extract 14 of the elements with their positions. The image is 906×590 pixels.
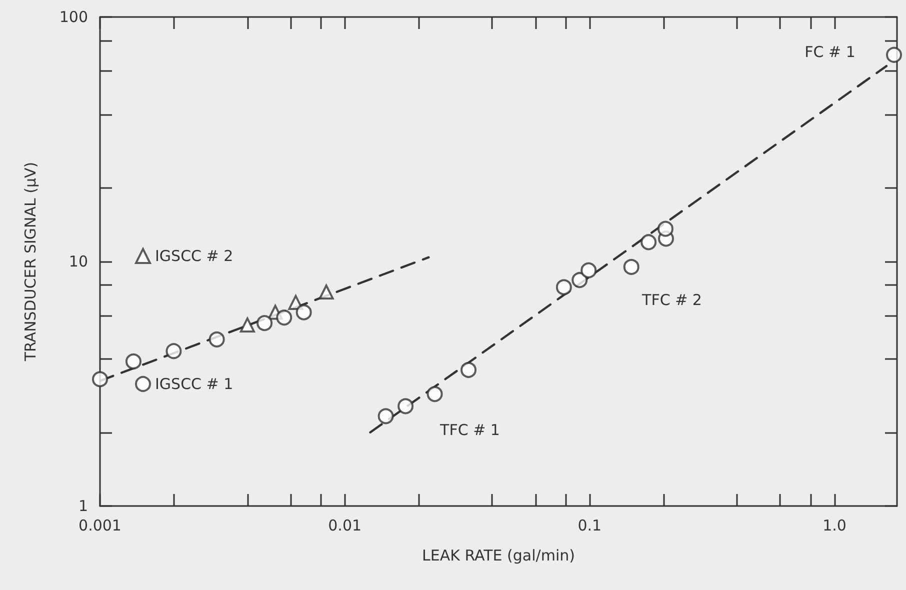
x-tick-label: 0.001 [78, 516, 122, 534]
x-tick-label: 1.0 [822, 516, 846, 534]
annotation: TFC # 1 [439, 421, 500, 439]
y-axis-title: TRANSDUCER SIGNAL (μV) [22, 162, 40, 362]
y-tick-label: 100 [59, 8, 88, 26]
y-tick-label: 1 [78, 497, 88, 515]
x-tick-label: 0.1 [578, 516, 602, 534]
annotation: TFC # 2 [641, 291, 702, 309]
legend-label: IGSCC # 1 [155, 375, 234, 393]
legend-label: IGSCC # 2 [155, 247, 234, 265]
x-tick-label: 0.01 [328, 516, 362, 534]
y-tick-label: 10 [68, 252, 88, 270]
x-axis-title: LEAK RATE (gal/min) [422, 546, 575, 564]
annotation: FC # 1 [804, 43, 856, 61]
